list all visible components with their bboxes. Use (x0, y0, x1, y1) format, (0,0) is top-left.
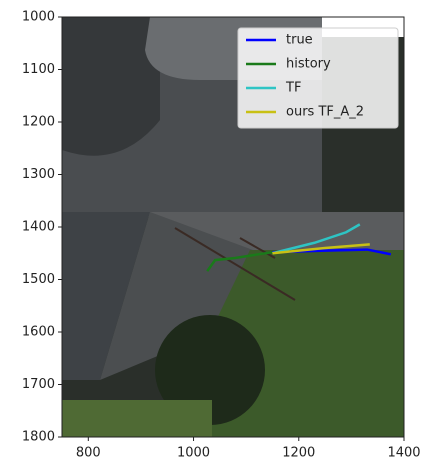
legend-label: ours TF_A_2 (286, 105, 364, 120)
x-tick-label: 1200 (282, 446, 315, 461)
y-tick-label: 1200 (22, 115, 55, 130)
series-line (206, 250, 273, 272)
series-line (272, 243, 370, 255)
legend: true history TF ours TF_A_2 (237, 27, 399, 129)
y-tick-label: 1300 (22, 167, 55, 182)
y-tick-label: 1600 (22, 325, 55, 340)
legend-label: TF (285, 81, 301, 96)
y-tick-label: 1500 (22, 272, 55, 287)
y-tick-label: 1000 (22, 10, 55, 25)
y-tick-label: 1800 (22, 430, 55, 445)
x-tick-label: 1000 (177, 446, 210, 461)
y-tick-label: 1700 (22, 377, 55, 392)
legend-label: history (286, 57, 331, 72)
series-line (272, 223, 361, 255)
legend-label: true (286, 33, 313, 48)
x-tick-label: 1400 (387, 446, 420, 461)
x-tick-label: 800 (76, 446, 101, 461)
y-tick-label: 1100 (22, 62, 55, 77)
y-tick-label: 1400 (22, 220, 55, 235)
